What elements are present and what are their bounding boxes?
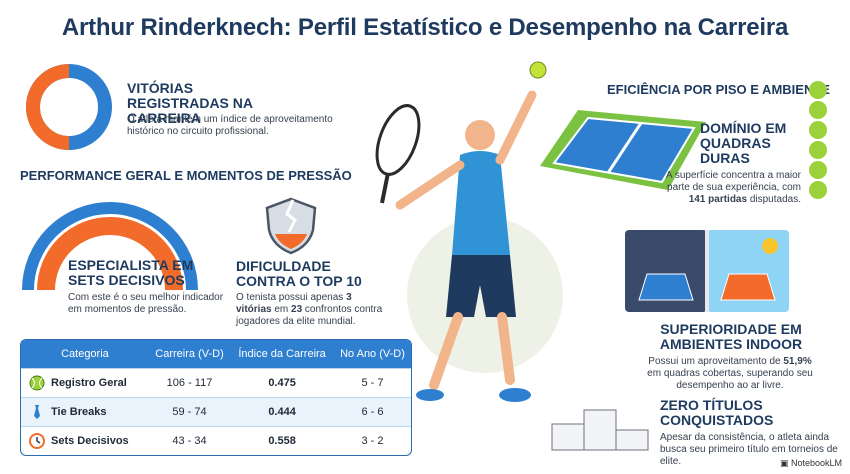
table-cell-category: Tie Breaks (21, 396, 149, 426)
table-cell-category: Sets Decisivos (21, 425, 149, 455)
table-cell-year: 3 - 2 (334, 425, 411, 455)
decisive-sets-gauge (22, 202, 198, 291)
hard-courts-heading: DOMÍNIO EM QUADRAS DURAS (700, 120, 787, 166)
table-cell-year: 5 - 7 (334, 367, 411, 397)
clock-icon (29, 432, 45, 449)
table-row: Registro Geral 106 - 117 0.475 5 - 7 (21, 367, 411, 397)
table-cell-year: 6 - 6 (334, 396, 411, 426)
victories-donut-chart (26, 64, 112, 150)
top10-text: O tenista possui apenas 3 vitórias em 23… (236, 292, 383, 327)
top10-heading: DIFICULDADE CONTRA O TOP 10 (236, 258, 362, 289)
indoor-text: Possui um aproveitamento de 51,9% em qua… (647, 356, 813, 391)
decisive-sets-text: Com este é o seu melhor indicador em mom… (68, 292, 224, 315)
table-cell-index: 0.444 (230, 396, 334, 426)
indoor-outdoor-court-icon (625, 230, 789, 312)
table-header: Carreira (V-D) (148, 340, 231, 368)
table-cell-career: 59 - 74 (148, 396, 231, 426)
tennis-ball-icon (529, 61, 547, 79)
tennis-player-illustration (375, 61, 563, 402)
table-header: No Ano (V-D) (334, 340, 411, 368)
tennis-balls-stack-icon (809, 81, 827, 199)
table-row: Tie Breaks 59 - 74 0.444 6 - 6 (21, 396, 411, 426)
hard-courts-text: A superfície concentra a maior parte de … (665, 170, 801, 205)
sun-icon (762, 238, 778, 254)
table-header: Índice da Carreira (230, 340, 334, 368)
gauge-fill (37, 217, 183, 291)
hard-court-icon (540, 110, 706, 190)
victories-text: O atleta mantém um índice de aproveitame… (127, 114, 333, 137)
table-header-row: Categoria Carreira (V-D) Índice da Carre… (21, 340, 411, 368)
career-stats-table: Categoria Carreira (V-D) Índice da Carre… (20, 339, 412, 456)
brand-logo: ▣ NotebookLM (779, 458, 842, 468)
table-cell-career: 106 - 117 (148, 367, 231, 397)
table-cell-category: Registro Geral (21, 367, 149, 397)
surface-section-title: EFICIÊNCIA POR PISO E AMBIENTE (607, 82, 830, 97)
table-cell-index: 0.475 (230, 367, 334, 397)
decisive-sets-heading: ESPECIALISTA EM SETS DECISIVOS (68, 257, 194, 288)
page-title: Arthur Rinderknech: Perfil Estatístico e… (61, 14, 789, 41)
indoor-heading: SUPERIORIDADE EM AMBIENTES INDOOR (659, 321, 803, 352)
titles-text: Apesar da consistência, o atleta ainda b… (660, 432, 838, 467)
broken-shield-icon (265, 197, 317, 255)
necktie-icon (34, 404, 40, 419)
table-row: Sets Decisivos 43 - 34 0.558 3 - 2 (21, 425, 411, 455)
table-cell-career: 43 - 34 (148, 425, 231, 455)
table-cell-index: 0.558 (230, 425, 334, 455)
titles-heading: ZERO TÍTULOS CONQUISTADOS (660, 397, 774, 428)
tennis-ball-icon (29, 375, 45, 390)
racket-icon (375, 104, 421, 176)
empty-podium-icon (551, 409, 649, 451)
victories-donut-segment (26, 64, 70, 150)
table-header: Categoria (21, 340, 149, 368)
victories-heading: VITÓRIAS REGISTRADAS NA CARREIRA (127, 80, 253, 126)
performance-section-title: PERFORMANCE GERAL E MOMENTOS DE PRESSÃO (20, 168, 352, 183)
